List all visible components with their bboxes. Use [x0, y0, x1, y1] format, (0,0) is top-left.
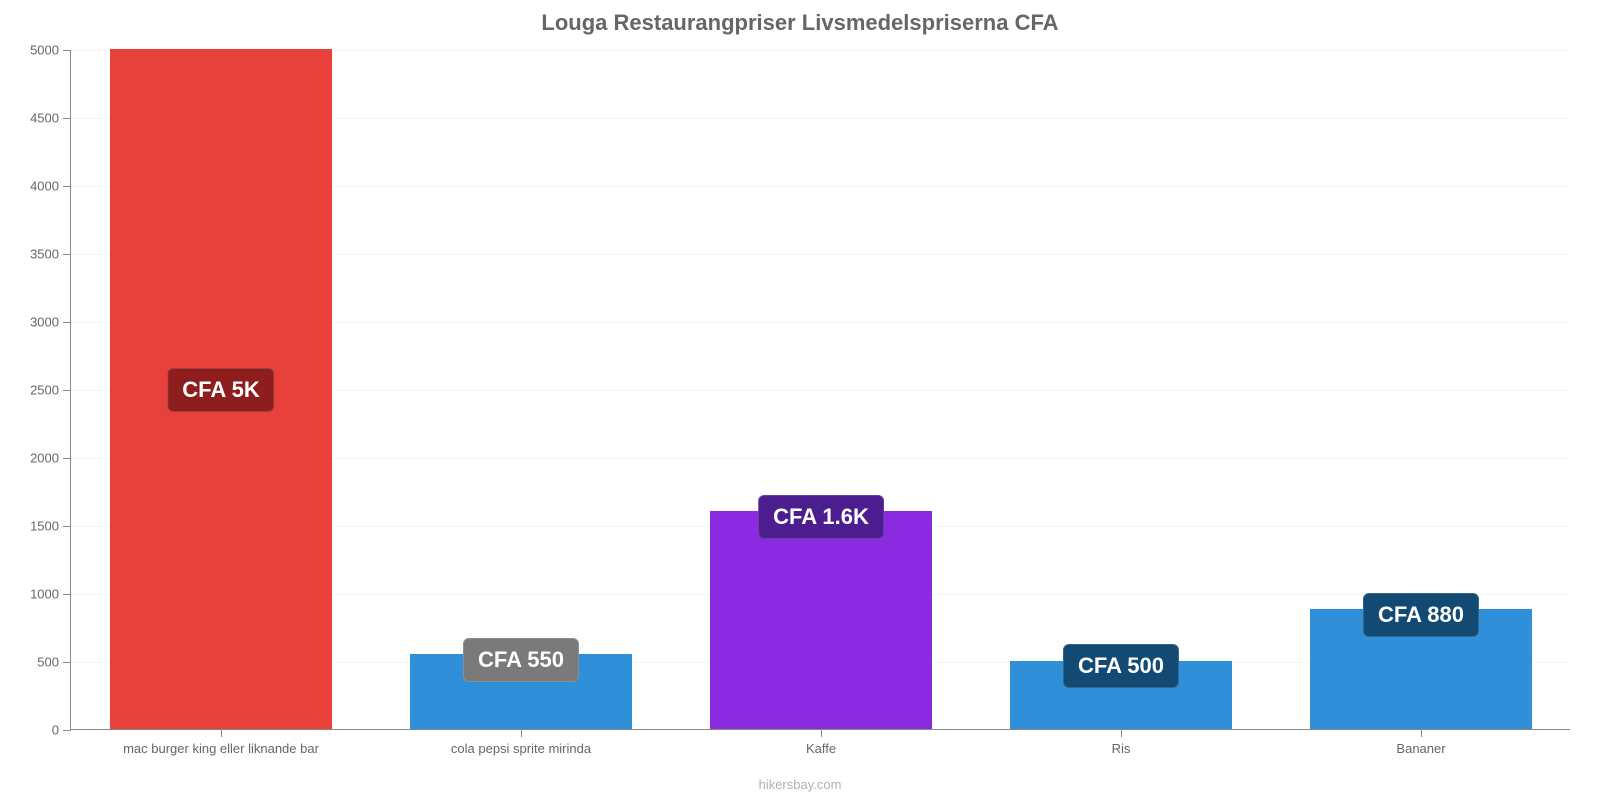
value-badge: CFA 5K [167, 368, 274, 412]
bar [710, 511, 932, 729]
chart-title: Louga Restaurangpriser Livsmedelsprisern… [0, 10, 1600, 36]
y-axis-label: 1500 [30, 519, 59, 534]
x-axis-label: mac burger king eller liknande bar [123, 741, 319, 756]
x-axis-label: Kaffe [806, 741, 836, 756]
x-axis-label: Ris [1112, 741, 1131, 756]
y-tick [63, 118, 71, 119]
y-axis-label: 1000 [30, 587, 59, 602]
value-badge: CFA 880 [1363, 593, 1479, 637]
credit-text: hikersbay.com [0, 777, 1600, 792]
plot-area: 0500100015002000250030003500400045005000… [70, 50, 1570, 730]
x-tick [521, 729, 522, 737]
y-tick [63, 730, 71, 731]
y-tick [63, 594, 71, 595]
y-tick [63, 390, 71, 391]
y-axis-label: 0 [52, 723, 59, 738]
y-axis-label: 5000 [30, 43, 59, 58]
x-axis-label: Bananer [1396, 741, 1445, 756]
y-axis-label: 4000 [30, 179, 59, 194]
chart-container: Louga Restaurangpriser Livsmedelsprisern… [0, 0, 1600, 800]
y-tick [63, 254, 71, 255]
y-tick [63, 662, 71, 663]
x-tick [1421, 729, 1422, 737]
value-badge: CFA 1.6K [758, 495, 884, 539]
value-badge: CFA 550 [463, 638, 579, 682]
x-tick [221, 729, 222, 737]
y-tick [63, 186, 71, 187]
y-tick [63, 50, 71, 51]
y-axis-label: 3000 [30, 315, 59, 330]
y-axis-label: 3500 [30, 247, 59, 262]
y-axis-label: 2500 [30, 383, 59, 398]
value-badge: CFA 500 [1063, 644, 1179, 688]
x-tick [1121, 729, 1122, 737]
y-tick [63, 458, 71, 459]
y-tick [63, 526, 71, 527]
x-tick [821, 729, 822, 737]
x-axis-label: cola pepsi sprite mirinda [451, 741, 591, 756]
y-tick [63, 322, 71, 323]
y-axis-label: 4500 [30, 111, 59, 126]
y-axis-label: 2000 [30, 451, 59, 466]
y-axis-label: 500 [37, 655, 59, 670]
